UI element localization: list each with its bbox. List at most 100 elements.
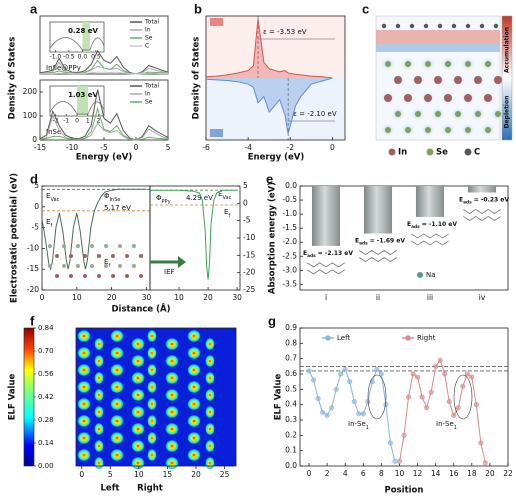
y-tick-label: 0.0	[285, 181, 297, 190]
x-tick-label: 8	[379, 469, 384, 478]
x-tick-label: 20	[203, 293, 213, 302]
structure	[359, 250, 397, 255]
x-tick-label: 20	[191, 470, 201, 479]
bar	[415, 186, 445, 217]
density-blob	[110, 380, 124, 394]
density-blob	[77, 363, 91, 377]
line	[40, 71, 168, 75]
charge-band	[376, 44, 500, 52]
atom	[445, 61, 451, 67]
atom	[111, 274, 115, 278]
legend-label: C	[474, 148, 480, 158]
atom	[385, 61, 391, 67]
point	[329, 405, 335, 411]
density-blob	[165, 354, 179, 368]
atom	[83, 274, 87, 278]
x-tick-label: 0	[134, 143, 139, 152]
atom	[385, 127, 391, 133]
y-tick-label: 5	[243, 181, 248, 190]
value-label-text: E	[407, 220, 411, 227]
density-blob	[94, 405, 104, 419]
atom	[405, 127, 411, 133]
x-tick-label: 10	[134, 470, 144, 479]
y-tick-label: 0.2	[285, 430, 297, 439]
x-axis-label: Energy (eV)	[76, 153, 133, 163]
x-tick-label: ii	[376, 293, 380, 302]
point	[424, 405, 430, 411]
annotation-text: Φ	[104, 192, 110, 200]
atom	[415, 111, 421, 117]
x-tick-label: 15	[163, 470, 173, 479]
atom	[62, 264, 66, 268]
density-blob	[205, 337, 215, 351]
atom	[465, 127, 471, 133]
structure	[411, 240, 449, 246]
point	[410, 371, 416, 377]
y-axis-label: Electrostatic potential (eV)	[10, 173, 20, 303]
annotation-text: E	[46, 192, 50, 200]
legend-label: Left	[337, 334, 350, 342]
x-tick-label: 20	[107, 293, 117, 302]
annotation-text: E	[104, 258, 108, 266]
density-blob	[187, 380, 201, 394]
colorbar-tick-label: 0.70	[38, 347, 54, 355]
atom	[111, 254, 115, 258]
value-label-text: E	[459, 196, 463, 203]
plot-frame	[39, 15, 169, 75]
plot-frame	[299, 327, 509, 467]
legend-patch	[210, 18, 223, 26]
atom	[424, 94, 432, 102]
atom	[475, 111, 481, 117]
density-blob	[110, 329, 124, 343]
density-blob	[77, 380, 91, 394]
inset-curve	[49, 37, 105, 51]
x-axis-label: Left	[101, 484, 120, 494]
y-tick-label: -2.5	[282, 251, 297, 260]
value-label-text: E	[303, 249, 307, 256]
line	[41, 188, 147, 271]
legend-label: Right	[417, 334, 436, 342]
value-label: Eads = -0.23 eV	[459, 196, 509, 206]
legend-label: In	[398, 148, 407, 158]
density-blob	[165, 371, 179, 385]
density-blob	[205, 371, 215, 385]
colorbar-label: Depletion	[504, 96, 511, 129]
x-tick-label: 5	[166, 143, 171, 152]
panel-label: c	[362, 1, 369, 16]
annotation: Ef	[224, 208, 230, 219]
legend-marker	[464, 148, 472, 156]
inset-tick-label: -1	[63, 118, 69, 125]
colorbar	[23, 327, 35, 467]
density-blob	[205, 405, 215, 419]
colorbar-tick-label: 0.42	[38, 393, 54, 401]
atom	[384, 94, 392, 102]
plot-frame	[205, 15, 346, 141]
atom	[76, 244, 80, 248]
density-blob	[131, 422, 145, 436]
colorbar-tick-label: 0.28	[38, 416, 54, 424]
value-label-sep: =	[316, 249, 325, 256]
annotation-text: E	[218, 190, 222, 198]
atom	[494, 76, 502, 84]
density-blob	[165, 439, 179, 453]
density-blob	[187, 346, 201, 360]
density-blob	[131, 388, 145, 402]
y-tick-label: 0.0	[285, 461, 297, 470]
panel-label: g	[268, 313, 276, 328]
x-tick-label: 5	[108, 470, 113, 479]
legend-marker	[325, 335, 331, 341]
density-blob	[147, 448, 157, 462]
point	[396, 458, 402, 464]
point	[324, 412, 330, 418]
carbon-atom	[465, 23, 471, 29]
density-blob	[77, 448, 91, 462]
x-tick-label: 10	[395, 469, 405, 478]
density-blob	[147, 363, 157, 377]
atom	[454, 76, 462, 84]
annotation: In-Se1	[348, 420, 369, 431]
y-tick-label: -5	[32, 223, 40, 232]
x-tick-label: 0	[307, 469, 312, 478]
density-blob	[147, 346, 157, 360]
carbon-atom	[395, 23, 401, 29]
atom	[139, 254, 143, 258]
